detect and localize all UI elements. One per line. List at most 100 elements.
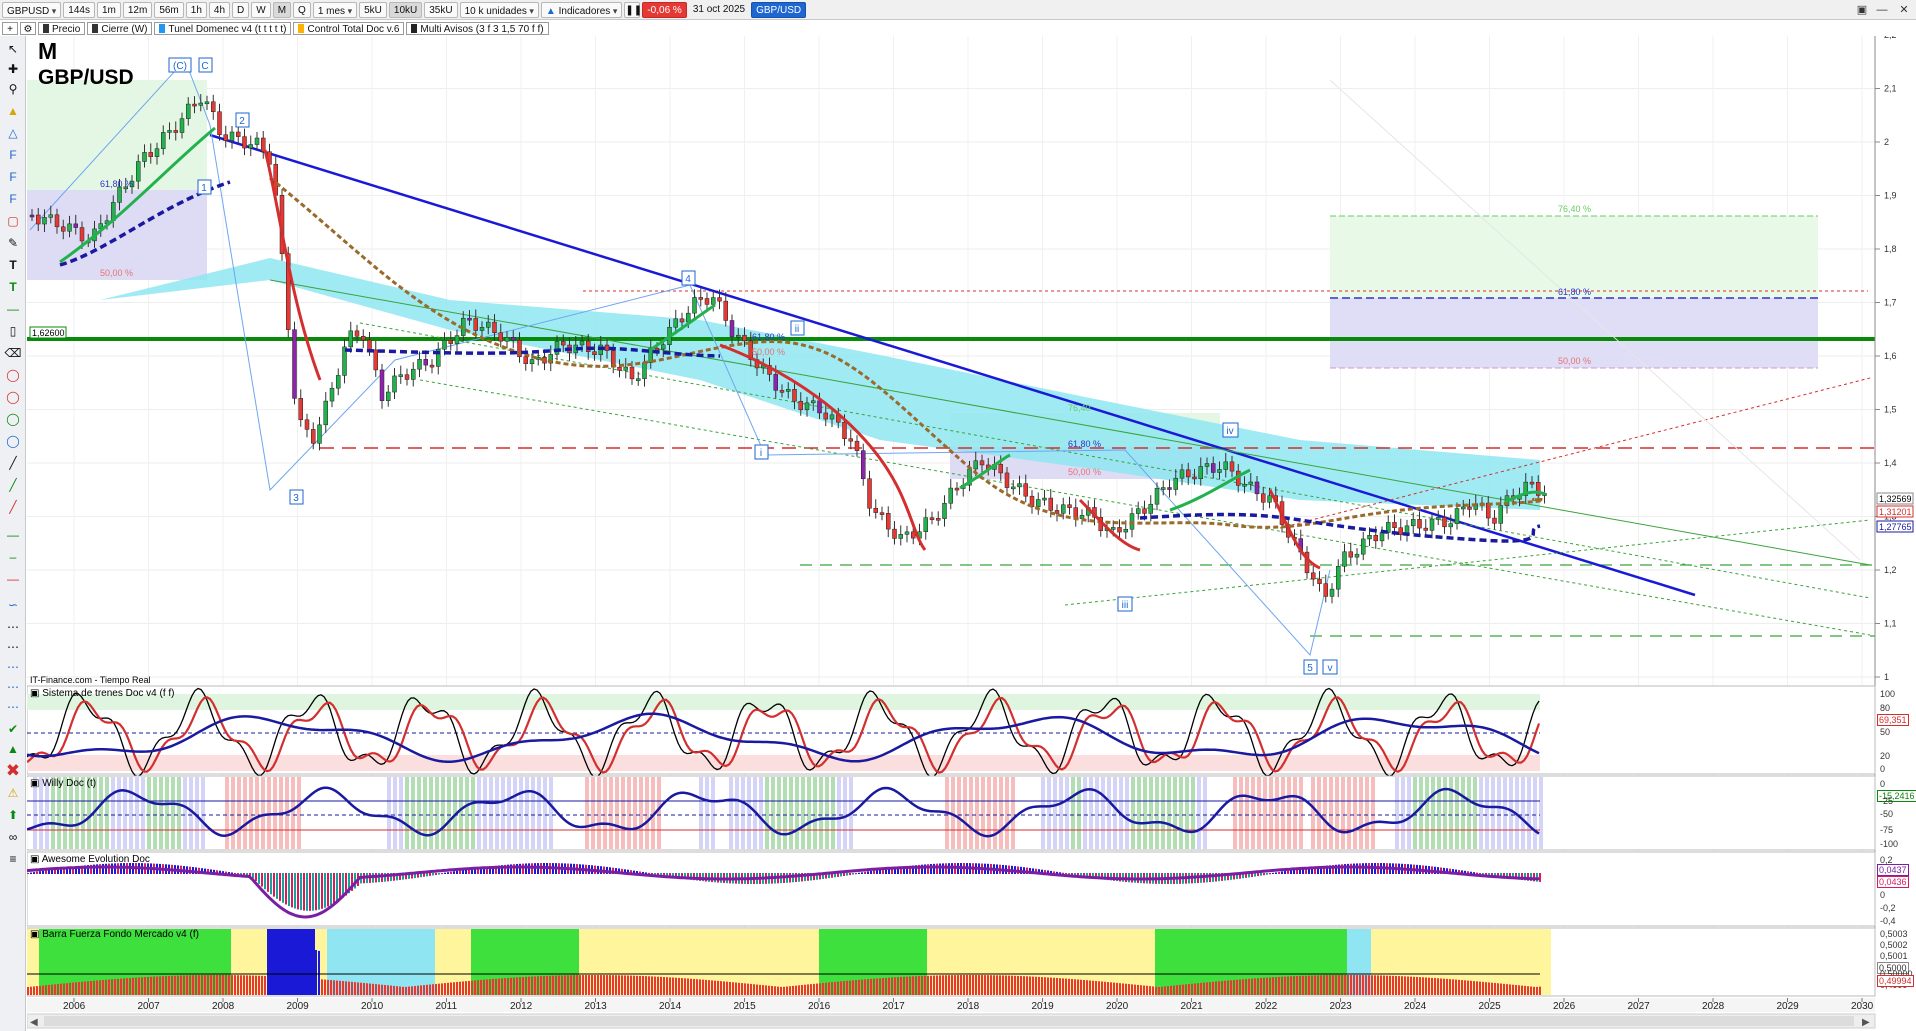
pattern-tool-icon[interactable]: ⋯ <box>7 660 19 674</box>
units-select[interactable]: 10 k unidades <box>459 1 539 18</box>
awesome-bar <box>1491 873 1493 876</box>
period-1m[interactable]: 1m <box>96 1 121 18</box>
hline-red-tool-icon[interactable]: — <box>7 572 19 586</box>
willy-bar <box>1287 777 1291 849</box>
barra-bar <box>786 986 788 995</box>
barra-bar <box>732 982 734 995</box>
symbol-select[interactable]: GBPUSD <box>2 1 62 18</box>
magnet-tool-icon[interactable]: ▲ <box>7 104 19 118</box>
awesome-bar <box>1221 873 1223 881</box>
panel-title-awesome[interactable]: ▣ Awesome Evolution Doc <box>30 854 150 865</box>
ellipse-tool-icon[interactable]: ◯ <box>6 368 20 382</box>
cursor-tool-icon[interactable]: ↖ <box>7 42 19 56</box>
awesome-bar <box>1305 868 1307 874</box>
text-tool-icon[interactable]: T <box>9 258 17 272</box>
awesome-bar <box>1113 873 1115 881</box>
barra-bar <box>663 977 665 995</box>
barra-bar <box>339 980 341 995</box>
minimize-icon[interactable]: — <box>1876 4 1888 16</box>
awesome-bar <box>312 873 314 911</box>
check-icon[interactable]: ✔ <box>7 722 19 736</box>
arrow-up-icon[interactable]: ⬆ <box>7 808 19 822</box>
circle-tool-icon[interactable]: ◯ <box>6 412 20 426</box>
hline-dash-tool-icon[interactable]: – <box>9 550 17 564</box>
p3-value: 0,0437 <box>1877 864 1909 876</box>
channel-tool-icon[interactable]: ◯ <box>6 434 20 448</box>
trendline-red-tool-icon[interactable]: ╱ <box>9 500 17 514</box>
period-144s[interactable]: 144s <box>63 1 95 18</box>
indicators-button[interactable]: ▲ Indicadores <box>540 1 623 18</box>
link-icon[interactable]: ∞ <box>8 830 18 844</box>
label-tool-icon[interactable]: T <box>9 280 17 294</box>
hline-tool-icon[interactable]: — <box>7 302 19 316</box>
candle-body <box>923 517 928 532</box>
willy-bar <box>561 777 565 849</box>
price-chart[interactable]: 61,80 % 50,00 % 61,80 % 50,00 % 76,40 61… <box>27 36 1916 1031</box>
period-1h[interactable]: 1h <box>185 1 207 18</box>
crosshair-tool-icon[interactable]: ✚ <box>7 62 19 76</box>
ruler-tool-icon[interactable]: ▯ <box>9 324 17 338</box>
eraser-tool-icon[interactable]: ⌫ <box>4 346 22 360</box>
size-10ku[interactable]: 10kU <box>388 1 423 18</box>
trendline-green-tool-icon[interactable]: ╱ <box>9 478 17 492</box>
barra-bar <box>909 976 911 995</box>
hline-green-tool-icon[interactable]: — <box>7 528 19 542</box>
barra-bar <box>207 975 209 995</box>
barra-zone <box>375 929 387 995</box>
barra-bar <box>810 984 812 995</box>
warning-icon[interactable]: ⚠ <box>7 786 19 800</box>
timeframe-select[interactable]: 1 mes <box>312 1 358 18</box>
barra-bar <box>963 975 965 995</box>
overlay-tunel[interactable]: Tunel Domenec v4 (t t t t t) <box>154 22 292 35</box>
overlay-multi-avisos[interactable]: Multi Avisos (3 f 3 1,5 70 f f) <box>406 22 549 35</box>
period-56m[interactable]: 56m <box>154 1 184 18</box>
fib-tool-icon[interactable]: F <box>9 148 17 162</box>
barra-bar <box>333 980 335 995</box>
barra-bar <box>1494 982 1496 995</box>
fib-fan-tool-icon[interactable]: F <box>9 192 17 206</box>
zoom-tool-icon[interactable]: ⚲ <box>8 82 18 96</box>
awesome-bar <box>1308 867 1310 874</box>
window-icon[interactable]: ▣ <box>1856 4 1868 16</box>
add-overlay-icon[interactable]: + <box>2 22 18 35</box>
period-w[interactable]: W <box>251 1 271 18</box>
awesome-bar <box>1215 873 1217 882</box>
barra-bar <box>1437 978 1439 995</box>
overlay-price[interactable]: Precio <box>38 22 86 35</box>
period-q[interactable]: Q <box>293 1 311 18</box>
barra-bar <box>744 983 746 995</box>
fib-ext-tool-icon[interactable]: F <box>9 170 17 184</box>
candle-body <box>286 253 291 330</box>
thumbs-up-icon[interactable]: ▲ <box>7 742 19 756</box>
period-d[interactable]: D <box>232 1 250 18</box>
trendline-tool-icon[interactable]: ╱ <box>9 456 17 470</box>
fan-tool-icon[interactable]: ⋯ <box>7 680 19 694</box>
cycle-tool-icon[interactable]: ⋯ <box>7 640 19 654</box>
waves-tool-icon[interactable]: ∽ <box>7 598 19 612</box>
period-12m[interactable]: 12m <box>122 1 153 18</box>
barra-bar <box>807 984 809 995</box>
period-m[interactable]: M <box>272 1 292 18</box>
grid-tool-icon[interactable]: ⋯ <box>7 620 19 634</box>
overlay-close[interactable]: Cierre (W) <box>87 22 153 35</box>
pencil-tool-icon[interactable]: ✎ <box>7 236 19 250</box>
settings-icon[interactable]: ⚙ <box>20 22 36 35</box>
settings-tool-icon[interactable]: ≡ <box>9 852 17 866</box>
close-icon[interactable]: ✕ <box>1899 4 1909 16</box>
overlay-control-total[interactable]: Control Total Doc v.6 <box>293 22 405 35</box>
panel-title-willy[interactable]: ▣ Willy Doc (t) <box>30 778 97 789</box>
delete-icon[interactable]: ✖ <box>5 761 21 780</box>
overlay-label: Cierre (W) <box>101 24 148 35</box>
period-4h[interactable]: 4h <box>208 1 231 18</box>
size-5ku[interactable]: 5kU <box>359 1 387 18</box>
barra-bar <box>879 978 881 995</box>
gann-tool-icon[interactable]: ⋯ <box>7 700 19 714</box>
pause-icon[interactable]: ❚❚ <box>624 1 642 18</box>
arc-tool-icon[interactable]: ◯ <box>6 390 20 404</box>
panel-title-trenes[interactable]: ▣ Sistema de trenes Doc v4 (f f) <box>30 688 175 699</box>
panel-title-barra[interactable]: ▣ Barra Fuerza Fondo Mercado v4 (f) <box>30 929 199 940</box>
rectangle-tool-icon[interactable]: ▢ <box>7 214 19 228</box>
alert-tool-icon[interactable]: △ <box>8 126 18 140</box>
awesome-bar <box>1236 873 1238 880</box>
size-35ku[interactable]: 35kU <box>424 1 458 18</box>
